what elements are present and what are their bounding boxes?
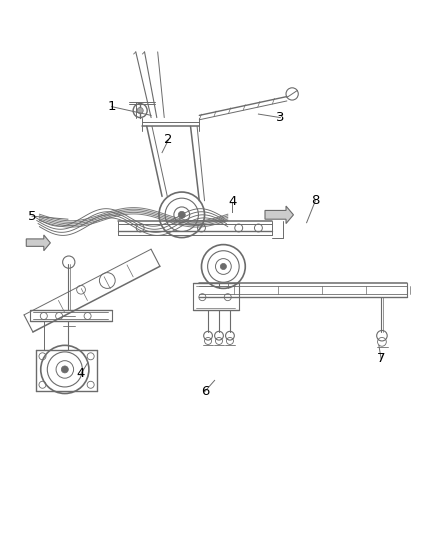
Text: 4: 4 <box>228 195 237 208</box>
Text: 8: 8 <box>311 195 320 207</box>
Circle shape <box>61 366 68 373</box>
Circle shape <box>220 263 226 270</box>
Polygon shape <box>265 206 293 223</box>
Text: 1: 1 <box>107 100 116 113</box>
Text: 2: 2 <box>164 133 173 146</box>
Text: 7: 7 <box>377 352 385 365</box>
Polygon shape <box>26 235 50 251</box>
Circle shape <box>137 108 143 114</box>
Text: 4: 4 <box>77 367 85 381</box>
Circle shape <box>178 211 185 219</box>
Text: 3: 3 <box>276 111 285 124</box>
Text: 5: 5 <box>28 209 36 223</box>
Text: 6: 6 <box>201 385 209 398</box>
